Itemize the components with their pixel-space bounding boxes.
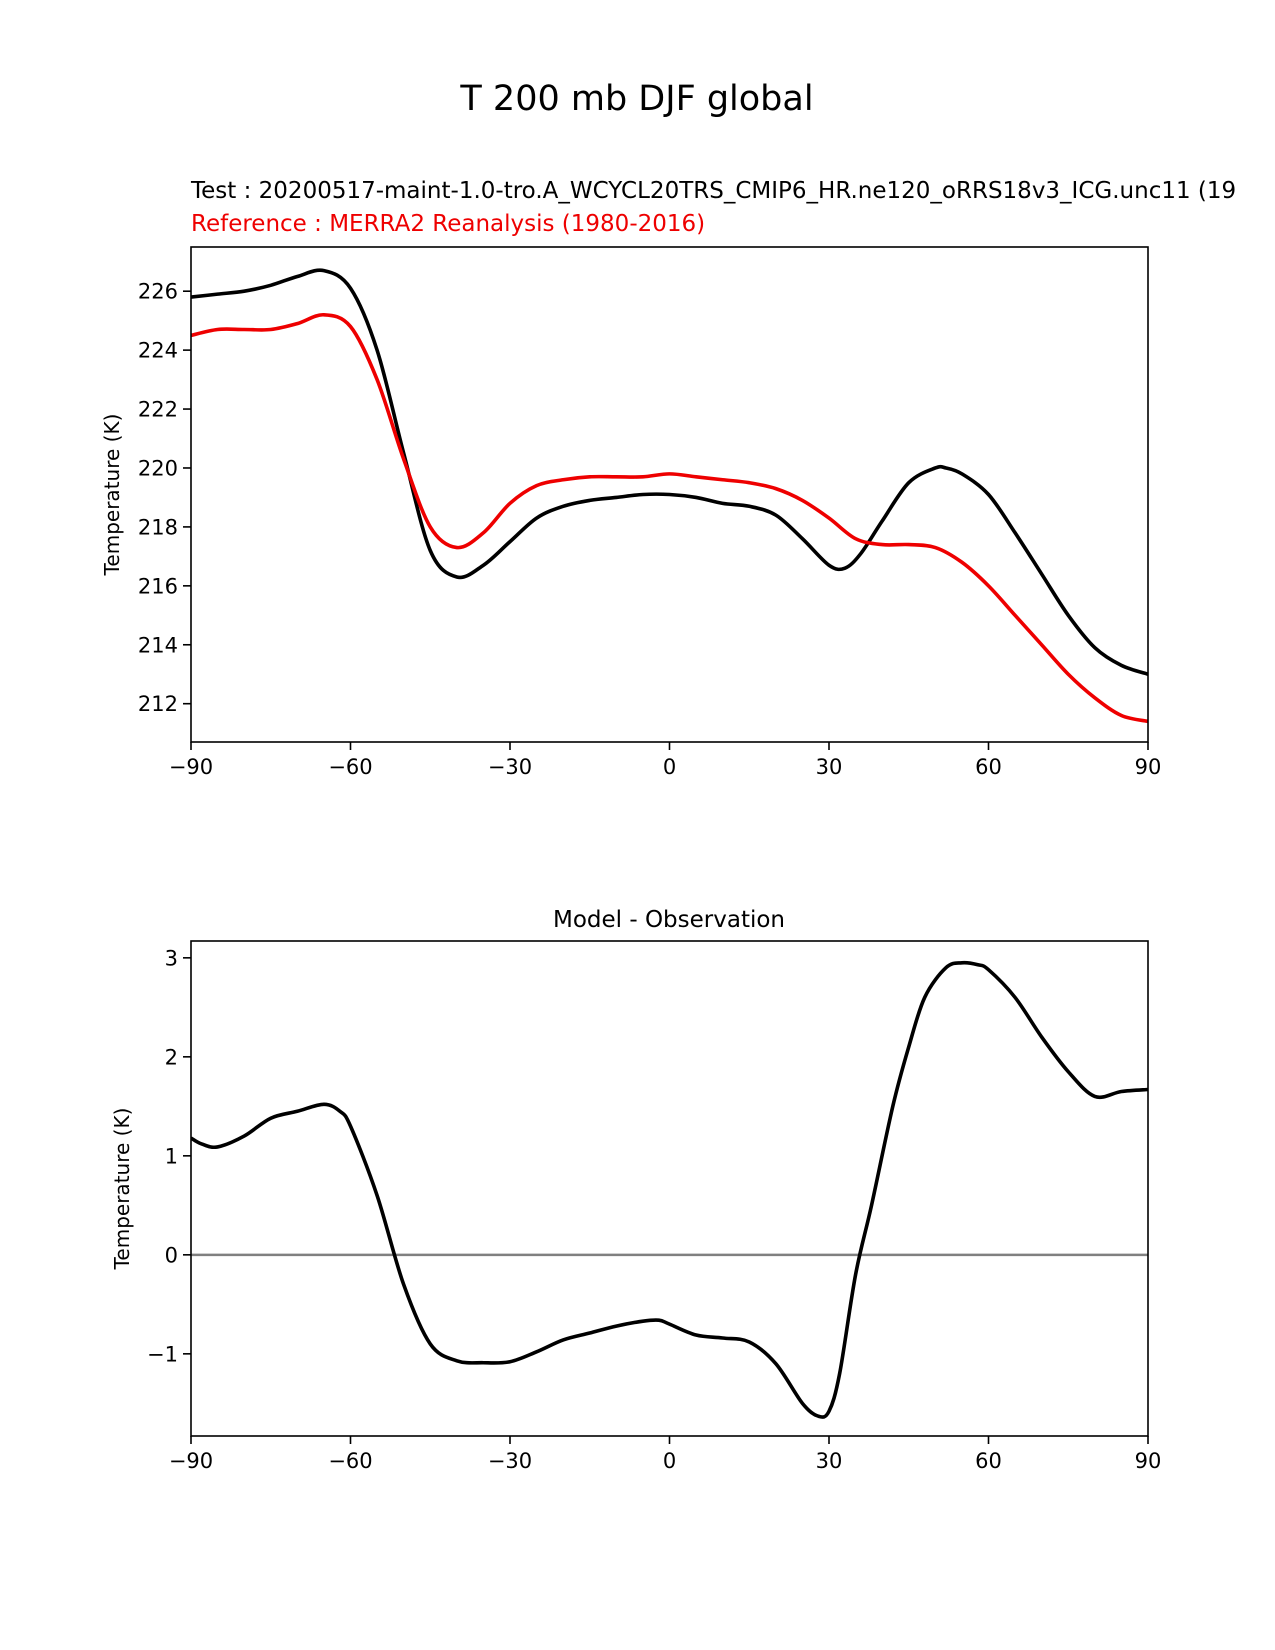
panel-model-minus-observation: Model - Observation −90 −60 −30 0 30 60 90 −1 0 1… [110,907,1161,1473]
panel1-y-tick-label: 226 [138,280,178,304]
panel2-y-tick-label: 1 [165,1144,178,1168]
panel1-x-tick-label: 60 [975,755,1002,779]
figure-suptitle: T 200 mb DJF global [459,79,813,119]
panel2-y-axis-label: Temperature (K) [110,1108,134,1271]
panel1-x-tick-label: −90 [169,755,213,779]
panel1-y-tick-label: 224 [138,339,178,363]
panel1-y-tick-label: 216 [138,574,178,598]
panel-test-vs-reference: Test : 20200517-maint-1.0-tro.A_WCYCL20T… [100,178,1236,779]
panel1-series-line-test [191,268,1148,676]
panel1-title-reference: Reference : MERRA2 Reanalysis (1980-2016… [191,211,705,237]
panel2-x-tick-label: 0 [663,1449,676,1473]
panel1-title-test: Test : 20200517-maint-1.0-tro.A_WCYCL20T… [190,178,1236,204]
panel1-y-tick-label: 212 [138,692,178,716]
panel1-x-tick-label: 90 [1135,755,1162,779]
panel1-y-axis-label: Temperature (K) [100,414,124,577]
panel2-x-tick-label: 60 [975,1449,1002,1473]
panel2-plot-area: −90 −60 −30 0 30 60 90 −1 0 1 2 3 [147,940,1162,1473]
panel2-y-tick-label: −1 [147,1342,178,1366]
panel1-x-tick-label: −60 [328,755,372,779]
panel1-plot-area: −90 −60 −30 0 30 60 90 212 214 216 218 220 222 224 226 [138,246,1162,779]
panel1-y-tick-label: 220 [138,456,178,480]
panel1-y-tick-label: 222 [138,398,178,422]
panel2-x-tick-label: 90 [1135,1449,1162,1473]
panel1-y-tick-label: 214 [138,633,178,657]
panel1-x-tick-label: 30 [816,755,843,779]
panel1-series-line-reference [191,312,1148,724]
panel2-y-tick-label: 2 [165,1045,178,1069]
panel2-series-line-difference [191,960,1148,1419]
panel2-x-tick-label: −60 [328,1449,372,1473]
panel2-y-tick-label: 0 [165,1243,178,1267]
panel2-y-tick-label: 3 [165,946,178,970]
panel1-x-tick-label: −30 [488,755,532,779]
panel2-x-tick-label: 30 [816,1449,843,1473]
panel1-y-tick-label: 218 [138,515,178,539]
panel1-x-tick-label: 0 [663,755,676,779]
panel2-x-tick-label: −90 [169,1449,213,1473]
panel2-x-tick-label: −30 [488,1449,532,1473]
panel2-title: Model - Observation [553,907,785,933]
